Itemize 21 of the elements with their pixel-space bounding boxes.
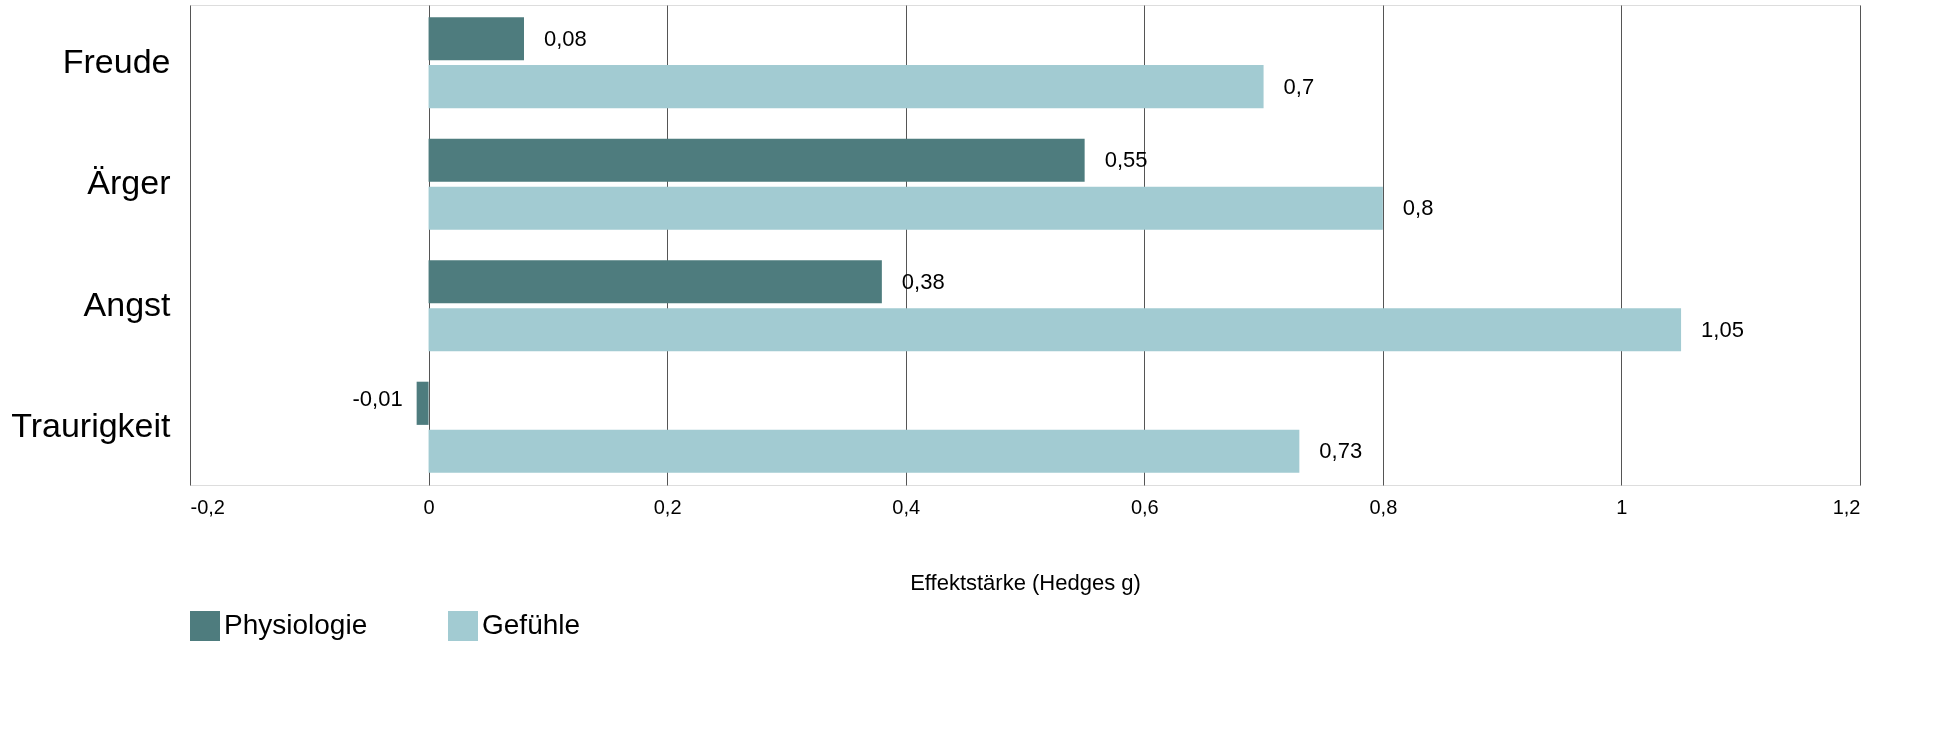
x-axis-title: Effektstärke (Hedges g): [910, 569, 1141, 595]
y-tick-label: Traurigkeit: [11, 406, 172, 445]
x-tick-label: 1,2: [1832, 495, 1861, 518]
y-tick-label: Freude: [62, 41, 171, 80]
y-tick-label: Angst: [83, 284, 172, 323]
data-label: 0,73: [1319, 438, 1363, 464]
x-tick-label: 0,4: [892, 495, 921, 518]
x-tick-label: 0,6: [1130, 495, 1159, 518]
x-tick-label: 0,8: [1369, 495, 1398, 518]
x-tick-label: 1: [1616, 495, 1628, 518]
data-label: -0,01: [352, 386, 403, 412]
x-tick-label: 0,2: [653, 495, 682, 518]
x-tick-label: -0,2: [190, 495, 225, 518]
data-label: 0,7: [1283, 73, 1315, 99]
legend-label: Gefühle: [482, 609, 581, 640]
y-tick-label: Ärger: [87, 163, 171, 202]
data-label: 0,08: [544, 25, 587, 51]
legend-label: Physiologie: [224, 609, 368, 640]
data-label: 0,8: [1402, 195, 1434, 221]
data-label: 1,05: [1701, 316, 1744, 342]
x-tick-label: 0: [423, 495, 435, 518]
